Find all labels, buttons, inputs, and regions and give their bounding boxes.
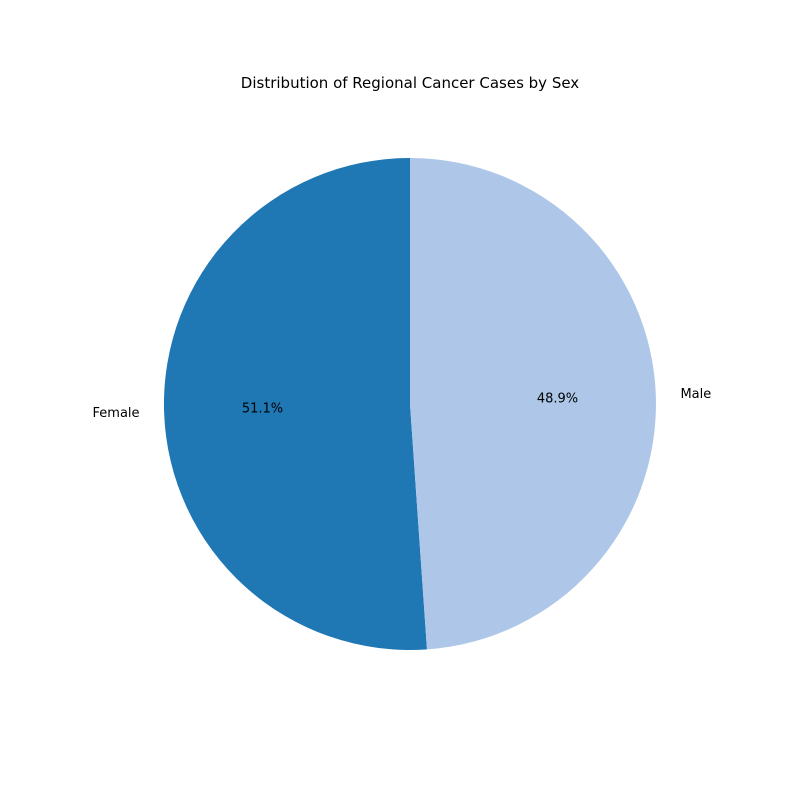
pie-pct-label-female: 51.1% bbox=[242, 402, 283, 417]
chart-title: Distribution of Regional Cancer Cases by… bbox=[241, 74, 580, 92]
pie-slice-male bbox=[410, 158, 656, 650]
pie-pct-label-male: 48.9% bbox=[537, 391, 578, 406]
pie-category-label-male: Male bbox=[680, 387, 711, 402]
pie-slices bbox=[163, 158, 656, 651]
pie-category-label-female: Female bbox=[93, 406, 140, 421]
pie-labels: 51.1% Female 48.9% Male bbox=[93, 387, 712, 421]
pie-slice-female bbox=[163, 158, 427, 651]
